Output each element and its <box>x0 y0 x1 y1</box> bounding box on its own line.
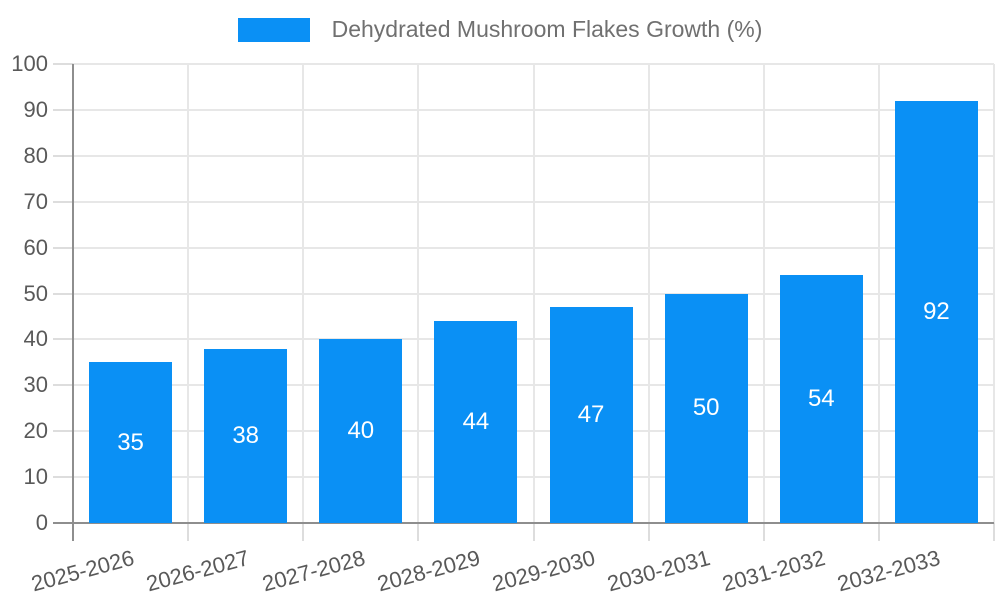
y-tick-label: 90 <box>23 96 48 122</box>
x-tick-mark <box>762 523 765 541</box>
x-tick-label: 2026-2027 <box>144 545 253 597</box>
x-tick-label: 2028-2029 <box>374 545 483 597</box>
bar-value-label: 40 <box>347 417 375 445</box>
bar-2032-2033: 92 <box>894 100 978 523</box>
bar-2028-2029: 44 <box>434 321 518 523</box>
bar-value-label: 47 <box>577 401 605 429</box>
y-tick-label: 80 <box>23 142 48 168</box>
bar-value-label: 92 <box>923 297 950 325</box>
v-gridline <box>993 64 995 523</box>
y-tick-mark <box>53 476 73 479</box>
v-gridline <box>877 64 880 523</box>
y-tick-mark <box>53 292 73 295</box>
bar-2026-2027: 38 <box>204 348 288 523</box>
x-tick-mark <box>532 523 535 541</box>
y-tick-mark <box>53 338 73 341</box>
y-tick-mark <box>53 154 73 157</box>
v-gridline <box>302 64 305 523</box>
x-tick-mark <box>302 523 305 541</box>
bar-value-label: 54 <box>807 385 835 413</box>
y-axis-line <box>72 64 74 541</box>
y-tick-mark <box>53 63 73 65</box>
x-axis-line <box>53 522 994 524</box>
x-tick-mark <box>993 523 995 541</box>
y-tick-label: 60 <box>23 234 48 260</box>
bar-value-label: 50 <box>692 394 720 422</box>
y-tick-label: 50 <box>23 280 48 306</box>
bar-2029-2030: 47 <box>549 307 633 523</box>
x-tick-mark <box>417 523 420 541</box>
bar-2025-2026: 35 <box>89 362 173 523</box>
y-tick-label: 100 <box>11 51 48 76</box>
x-tick-label: 2027-2028 <box>259 545 368 597</box>
x-tick-label: 2031-2032 <box>719 545 828 597</box>
y-tick-mark <box>53 246 73 249</box>
y-tick-mark <box>53 200 73 203</box>
y-tick-label: 10 <box>23 464 48 490</box>
y-tick-mark <box>53 430 73 433</box>
v-gridline <box>762 64 765 523</box>
v-gridline <box>532 64 535 523</box>
y-tick-mark <box>53 384 73 387</box>
v-gridline <box>417 64 420 523</box>
bar-2027-2028: 40 <box>319 339 403 523</box>
x-tick-label: 2025-2026 <box>28 545 138 597</box>
x-tick-mark <box>877 523 880 541</box>
x-tick-label: 2029-2030 <box>489 545 598 597</box>
v-gridline <box>647 64 650 523</box>
bar-2030-2031: 50 <box>664 293 748 523</box>
y-tick-mark <box>53 108 73 111</box>
bar-value-label: 35 <box>117 428 144 456</box>
y-tick-label: 40 <box>23 326 48 352</box>
x-tick-mark <box>647 523 650 541</box>
bar-2031-2032: 54 <box>779 275 863 523</box>
bar-value-label: 44 <box>462 408 490 435</box>
y-tick-label: 30 <box>23 372 48 398</box>
y-tick-label: 20 <box>23 418 48 444</box>
y-tick-label: 0 <box>35 510 48 535</box>
x-tick-label: 2030-2031 <box>604 545 713 597</box>
y-tick-label: 70 <box>23 188 48 214</box>
bar-value-label: 38 <box>232 421 260 449</box>
v-gridline <box>187 64 190 523</box>
chart-legend: Dehydrated Mushroom Flakes Growth (%) <box>0 16 1000 43</box>
legend-label: Dehydrated Mushroom Flakes Growth (%) <box>331 16 763 42</box>
x-tick-mark <box>187 523 190 541</box>
x-tick-label: 2032-2033 <box>834 545 943 597</box>
legend-swatch <box>237 17 310 42</box>
